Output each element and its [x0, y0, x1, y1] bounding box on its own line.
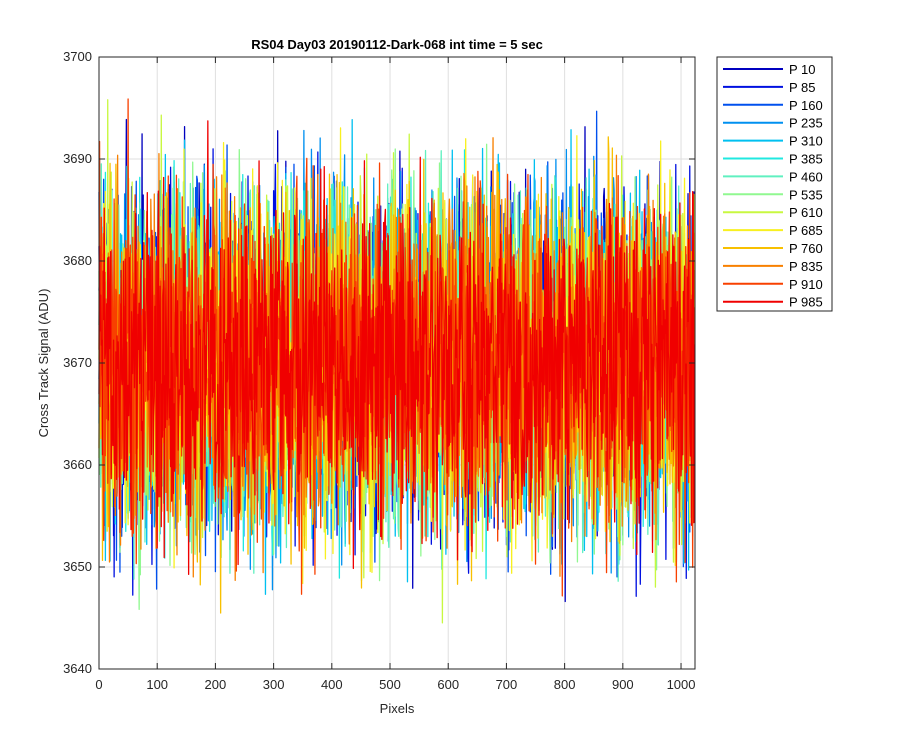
y-tick-label: 3670	[63, 355, 92, 370]
y-tick-label: 3660	[63, 457, 92, 472]
x-tick-label: 700	[496, 677, 518, 692]
legend-label: P 460	[789, 169, 823, 184]
x-tick-label: 800	[554, 677, 576, 692]
legend-label: P 85	[789, 80, 816, 95]
legend-box	[716, 56, 833, 312]
x-axis-label: Pixels	[380, 701, 415, 716]
legend-label: P 760	[789, 241, 823, 256]
x-tick-label: 0	[95, 677, 102, 692]
legend-label: P 10	[789, 62, 816, 77]
legend-label: P 685	[789, 223, 823, 238]
legend-label: P 535	[789, 187, 823, 202]
x-tick-label: 200	[205, 677, 227, 692]
x-tick-label: 100	[146, 677, 168, 692]
series-line-p985	[98, 120, 696, 576]
legend-label: P 310	[789, 134, 823, 149]
legend: P 10 P 85 P 160 P 235 P 310 P 385 P 460 P 535 P …	[716, 56, 833, 312]
legend-label: P 160	[789, 98, 823, 113]
ticks-layer: 0 100 200 300 400 500 600 700 800 900 1000 3640 3650…	[63, 49, 695, 692]
x-tick-label: 300	[263, 677, 285, 692]
y-tick-label: 3650	[63, 559, 92, 574]
x-tick-label: 600	[437, 677, 459, 692]
x-tick-label: 1000	[667, 677, 696, 692]
legend-label: P 835	[789, 259, 823, 274]
chart-title: RS04 Day03 20190112-Dark-068 int time = …	[251, 37, 543, 52]
y-axis-label: Cross Track Signal (ADU)	[36, 289, 51, 438]
legend-label: P 910	[789, 277, 823, 292]
legend-label: P 985	[789, 295, 823, 310]
legend-label: P 385	[789, 152, 823, 167]
y-tick-label: 3680	[63, 253, 92, 268]
legend-label: P 610	[789, 205, 823, 220]
y-tick-label: 3700	[63, 49, 92, 64]
series-layer	[98, 98, 696, 624]
y-tick-label: 3640	[63, 661, 92, 676]
y-tick-label: 3690	[63, 151, 92, 166]
x-tick-label: 400	[321, 677, 343, 692]
x-tick-label: 900	[612, 677, 634, 692]
legend-items: P 10 P 85 P 160 P 235 P 310 P 385 P 460 P 535 P …	[723, 62, 823, 310]
x-tick-label: 500	[379, 677, 401, 692]
legend-label: P 235	[789, 116, 823, 131]
